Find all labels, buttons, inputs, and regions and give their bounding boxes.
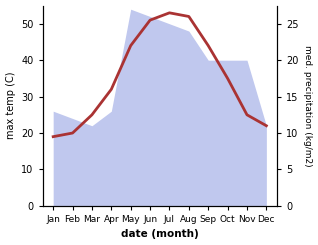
Y-axis label: med. precipitation (kg/m2): med. precipitation (kg/m2)	[303, 45, 313, 167]
X-axis label: date (month): date (month)	[121, 230, 199, 239]
Y-axis label: max temp (C): max temp (C)	[5, 72, 16, 139]
